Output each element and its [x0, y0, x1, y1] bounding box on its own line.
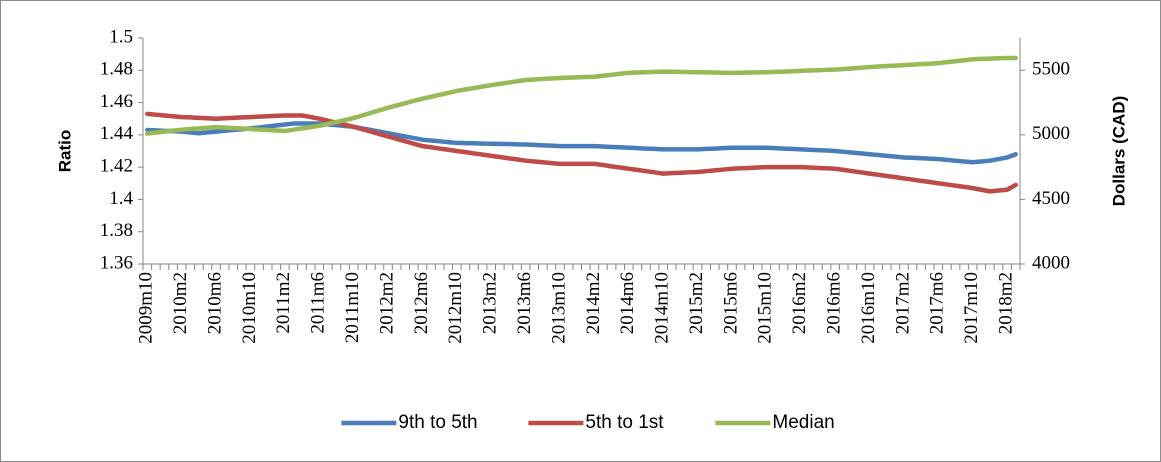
- y2-tick-label: 4500: [1032, 188, 1070, 209]
- series-line: [145, 55, 1018, 136]
- x-tick-label: 2015m10: [755, 272, 776, 344]
- x-tick-label: 2016m2: [789, 272, 810, 334]
- x-tick-label: 2015m2: [686, 272, 707, 334]
- y-tick-label: 1.44: [100, 123, 134, 144]
- x-tick-label: 2014m6: [617, 272, 638, 334]
- x-tick-label: 2011m6: [308, 272, 329, 334]
- x-tick-label: 2017m6: [927, 272, 948, 334]
- x-tick-label: 2011m10: [342, 272, 363, 343]
- y-tick-label: 1.42: [100, 156, 133, 177]
- x-tick-label: 2010m6: [204, 272, 225, 334]
- x-tick-label: 2018m2: [995, 272, 1016, 334]
- y-tick-label: 1.48: [100, 59, 133, 80]
- x-tick-label: 2012m10: [445, 272, 466, 344]
- legend-label: 5th to 1st: [585, 412, 664, 433]
- x-tick-label: 2010m2: [170, 272, 191, 334]
- x-tick-label: 2016m6: [824, 272, 845, 334]
- legend-label: 9th to 5th: [398, 412, 477, 433]
- y2-tick-label: 5000: [1032, 123, 1070, 144]
- x-tick-label: 2014m10: [652, 272, 673, 344]
- series-line: [145, 121, 1018, 165]
- y-axis-title: Ratio: [55, 130, 74, 173]
- x-tick-label: 2013m6: [514, 272, 535, 334]
- x-tick-label: 2009m10: [136, 272, 157, 344]
- y2-axis-title: Dollars (CAD): [1109, 96, 1128, 207]
- y-tick-label: 1.36: [100, 252, 133, 273]
- y2-tick-label: 4000: [1032, 252, 1070, 273]
- x-tick-label: 2016m10: [858, 272, 879, 344]
- y-tick-label: 1.38: [100, 220, 133, 241]
- x-tick-label: 2017m2: [892, 272, 913, 334]
- y-tick-label: 1.46: [100, 91, 133, 112]
- x-tick-label: 2013m10: [548, 272, 569, 344]
- y-tick-label: 1.4: [109, 188, 133, 209]
- x-tick-label: 2013m2: [480, 272, 501, 334]
- series-line: [145, 111, 1018, 194]
- x-tick-label: 2011m2: [273, 272, 294, 334]
- x-tick-label: 2012m6: [411, 272, 432, 334]
- x-tick-label: 2010m10: [239, 272, 260, 344]
- x-tick-label: 2015m6: [720, 272, 741, 334]
- x-tick-label: 2014m2: [583, 272, 604, 334]
- x-tick-label: 2012m2: [376, 272, 397, 334]
- x-tick-label: 2017m10: [961, 272, 982, 344]
- y2-tick-label: 5500: [1032, 59, 1070, 80]
- y-tick-label: 1.5: [109, 26, 133, 47]
- legend-label: Median: [772, 412, 834, 433]
